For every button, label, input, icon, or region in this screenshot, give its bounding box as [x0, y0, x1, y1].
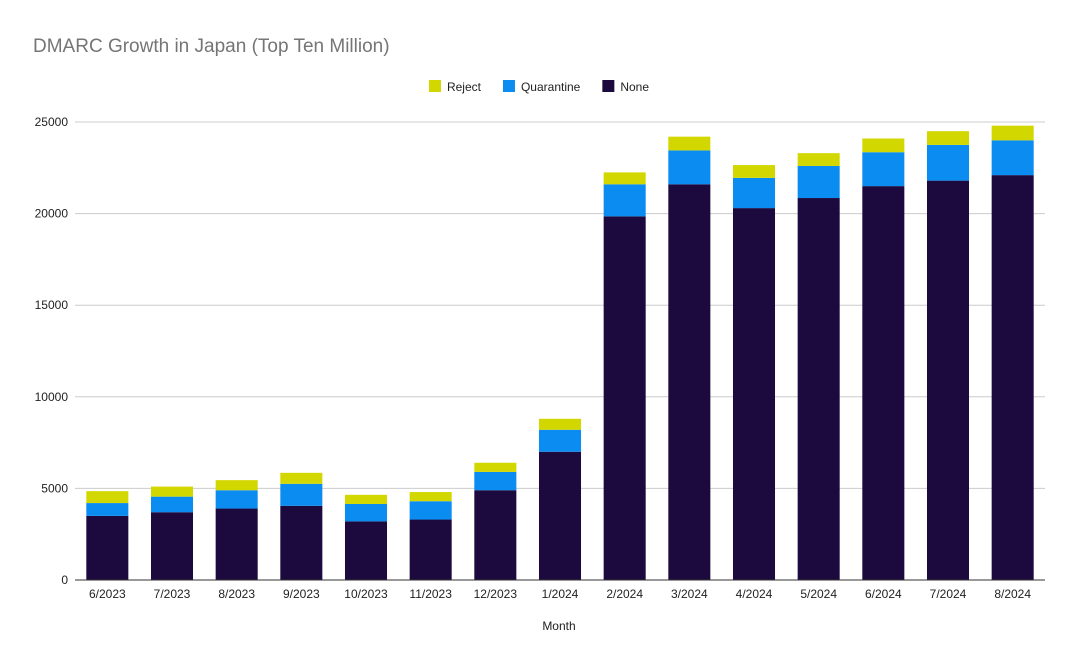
bar-quarantine-3/2024 [668, 150, 711, 185]
x-tick-label: 11/2023 [409, 587, 452, 601]
y-axis-ticks: 0 5000 10000 15000 20000 25000 [35, 115, 69, 587]
legend-item-none: None [602, 80, 649, 94]
bar-reject-1/2024 [538, 418, 582, 430]
bar-none-7/2024 [926, 180, 970, 580]
bar-reject-10/2023 [344, 494, 388, 504]
bar-stack-2/2024 [603, 172, 646, 580]
y-tick-label: 20000 [35, 207, 69, 221]
x-tick-label: 3/2024 [671, 587, 708, 601]
y-tick-label: 5000 [41, 481, 68, 495]
legend-label-none: None [620, 80, 649, 94]
bar-reject-5/2024 [797, 153, 840, 166]
legend-item-quarantine: Quarantine [502, 80, 581, 94]
bar-reject-6/2024 [862, 138, 905, 153]
bar-stack-8/2023 [215, 480, 258, 580]
bar-none-12/2023 [474, 490, 517, 580]
x-axis-title: Month [542, 619, 575, 633]
x-tick-label: 10/2023 [344, 587, 388, 601]
bar-stack-3/2024 [668, 136, 711, 580]
y-tick-label: 25000 [35, 115, 69, 129]
bar-quarantine-10/2023 [344, 503, 388, 522]
bar-none-8/2023 [215, 508, 258, 580]
bar-reject-6/2023 [86, 491, 129, 504]
bar-quarantine-1/2024 [538, 429, 582, 452]
bar-quarantine-6/2023 [86, 503, 129, 516]
bar-quarantine-7/2023 [150, 496, 194, 513]
bar-stack-6/2024 [862, 138, 905, 580]
legend-swatch-quarantine [502, 80, 515, 92]
x-tick-label: 9/2023 [283, 587, 320, 601]
bar-quarantine-8/2023 [215, 490, 258, 509]
bar-stack-11/2023 [409, 492, 452, 580]
legend-swatch-reject [428, 80, 441, 92]
bar-quarantine-6/2024 [862, 152, 905, 187]
bar-reject-7/2024 [926, 131, 970, 145]
bar-quarantine-7/2024 [926, 144, 970, 181]
legend-label-quarantine: Quarantine [521, 80, 581, 94]
x-tick-label: 8/2024 [994, 587, 1031, 601]
bars [86, 125, 1034, 581]
bar-none-1/2024 [538, 451, 582, 580]
bar-quarantine-12/2023 [474, 471, 517, 491]
bar-stack-4/2024 [732, 165, 776, 580]
bar-quarantine-11/2023 [409, 501, 452, 520]
bar-reject-12/2023 [474, 462, 517, 472]
x-axis-ticks: 6/2023 7/2023 8/2023 9/2023 10/2023 11/2023 12… [89, 587, 1031, 601]
y-tick-label: 15000 [35, 298, 69, 312]
x-tick-label: 2/2024 [606, 587, 643, 601]
x-tick-label: 6/2023 [89, 587, 126, 601]
bar-reject-8/2024 [991, 125, 1034, 141]
bar-stack-1/2024 [538, 418, 582, 580]
bar-stack-12/2023 [474, 462, 517, 580]
x-tick-label: 12/2023 [474, 587, 518, 601]
bar-quarantine-4/2024 [732, 177, 776, 209]
bar-quarantine-5/2024 [797, 165, 840, 199]
bar-none-7/2023 [150, 512, 194, 580]
bar-reject-9/2023 [280, 472, 323, 484]
legend-label-reject: Reject [447, 80, 482, 94]
bar-stack-9/2023 [280, 472, 323, 580]
chart-title: DMARC Growth in Japan (Top Ten Million) [33, 36, 390, 57]
bar-none-11/2023 [409, 519, 452, 580]
x-tick-label: 4/2024 [736, 587, 773, 601]
legend: Reject Quarantine None [428, 80, 649, 94]
bar-none-10/2023 [344, 521, 388, 580]
legend-item-reject: Reject [428, 80, 482, 94]
x-tick-label: 8/2023 [218, 587, 255, 601]
bar-none-3/2024 [668, 184, 711, 580]
bar-reject-4/2024 [732, 165, 776, 178]
bar-reject-11/2023 [409, 492, 452, 502]
bar-stack-8/2024 [991, 125, 1034, 581]
bar-none-5/2024 [797, 198, 840, 580]
y-tick-label: 0 [61, 573, 68, 587]
bar-reject-3/2024 [668, 136, 711, 151]
x-tick-label: 7/2023 [154, 587, 191, 601]
bar-none-9/2023 [280, 505, 323, 580]
bar-none-4/2024 [732, 208, 776, 580]
bar-stack-7/2024 [926, 131, 970, 580]
bar-none-6/2024 [862, 186, 905, 580]
y-tick-label: 10000 [35, 390, 69, 404]
bar-quarantine-9/2023 [280, 483, 323, 506]
bar-quarantine-2/2024 [603, 184, 646, 217]
x-tick-label: 7/2024 [930, 587, 967, 601]
bar-stack-5/2024 [797, 153, 840, 580]
bar-none-2/2024 [603, 216, 646, 580]
bar-stack-7/2023 [150, 486, 194, 580]
bar-reject-8/2023 [215, 480, 258, 491]
bar-stack-10/2023 [344, 494, 388, 580]
bar-none-8/2024 [991, 175, 1034, 581]
x-tick-label: 1/2024 [542, 587, 579, 601]
bar-reject-2/2024 [603, 172, 646, 185]
bar-none-6/2023 [86, 515, 129, 580]
x-tick-label: 6/2024 [865, 587, 902, 601]
bar-stack-6/2023 [86, 491, 129, 580]
x-tick-label: 5/2024 [800, 587, 837, 601]
legend-swatch-none [602, 80, 615, 92]
bar-reject-7/2023 [150, 486, 194, 497]
bar-quarantine-8/2024 [991, 140, 1034, 176]
